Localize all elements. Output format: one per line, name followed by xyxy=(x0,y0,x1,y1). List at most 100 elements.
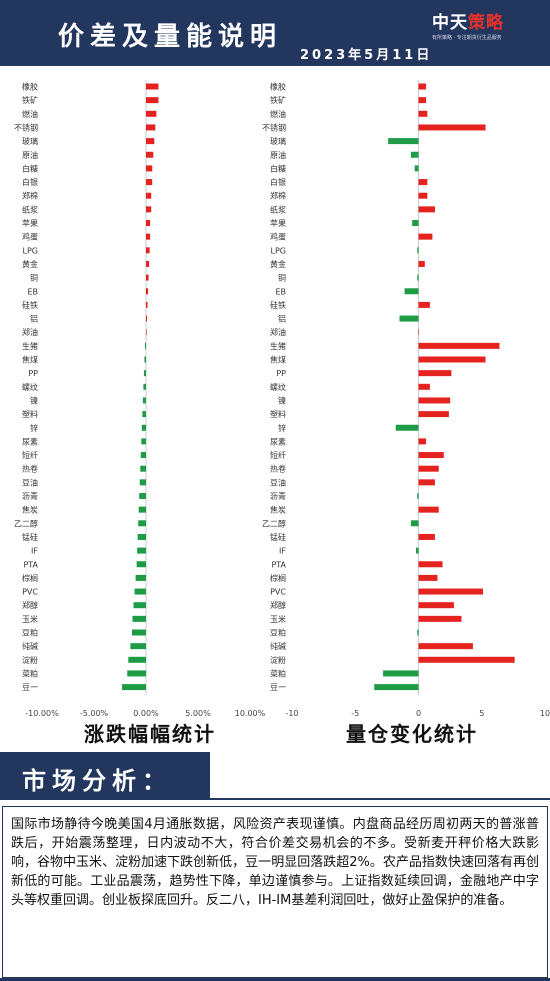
chart0-bar xyxy=(134,588,146,595)
chart1-category-label: PTA xyxy=(271,560,286,569)
chart1-bar xyxy=(418,656,515,663)
chart0-bar xyxy=(146,274,149,281)
chart1-bar xyxy=(418,479,435,486)
chart-title-volume-change: 量仓变化统计 xyxy=(346,722,478,746)
chart0-bar xyxy=(146,192,152,199)
chart-title-price-change: 涨跌幅幅统计 xyxy=(84,722,216,746)
chart1-category-label: 塑料 xyxy=(270,409,286,419)
chart0-bar xyxy=(122,684,146,691)
chart0-bar xyxy=(140,465,146,472)
chart1-bar xyxy=(410,151,419,158)
chart1-category-label: 尿素 xyxy=(270,436,286,446)
chart1-category-label: 乙二醇 xyxy=(262,518,286,528)
chart0-bar xyxy=(137,547,146,554)
chart1-category-label: 纯碱 xyxy=(270,641,286,651)
chart0-bar xyxy=(138,520,146,527)
chart1-category-label: 郑油 xyxy=(270,327,286,337)
chart1-category-label: EB xyxy=(275,287,286,296)
chart0-bar xyxy=(143,383,146,390)
chart1-category-label: 铁矿 xyxy=(270,95,286,105)
chart1-category-label: 纸浆 xyxy=(270,204,286,214)
logo-main: 中天 xyxy=(432,13,468,33)
chart0-category-label: 橡胶 xyxy=(22,82,38,92)
chart1-category-label: 铝 xyxy=(278,314,286,324)
chart0-category-label: 郑棉 xyxy=(22,191,38,201)
page-title: 价差及量能说明 xyxy=(58,22,283,52)
chart0-category-label: 铁矿 xyxy=(22,95,38,105)
chart0-category-label: 纯碱 xyxy=(22,641,38,651)
chart1-bar xyxy=(418,83,427,90)
chart0-bar xyxy=(144,342,146,349)
chart1-category-label: 热卷 xyxy=(270,464,286,474)
chart1-category-label: 铜 xyxy=(278,273,286,283)
chart0-bar xyxy=(146,97,159,104)
chart0-bar xyxy=(146,301,148,308)
chart1-bar xyxy=(418,206,435,213)
chart0-bar xyxy=(144,356,146,363)
chart0-bar xyxy=(146,151,154,158)
chart1-bar xyxy=(418,452,444,459)
chart1-bar xyxy=(415,547,419,554)
chart1-category-label: 燃油 xyxy=(270,109,286,119)
chart1-bar xyxy=(418,192,428,199)
chart1-category-label: 白银 xyxy=(270,177,286,187)
chart1-category-label: 白糖 xyxy=(270,163,286,173)
chart0-category-label: 短纤 xyxy=(22,450,38,460)
chart0-bar xyxy=(127,670,146,677)
chart1-category-label: 不锈钢 xyxy=(262,122,286,132)
chart1-bar xyxy=(418,438,427,445)
chart1-category-label: 棕榈 xyxy=(270,573,286,583)
chart1-bar xyxy=(418,329,420,336)
chart0-category-label: 焦煤 xyxy=(22,355,38,365)
chart0-bar xyxy=(142,411,146,418)
chart0-category-label: 纸浆 xyxy=(22,204,38,214)
chart0-bar xyxy=(146,233,151,240)
chart1-category-label: 黄金 xyxy=(270,259,286,269)
brand-logo: 中天策略 xyxy=(432,8,504,33)
chart1-category-label: 郑醇 xyxy=(270,600,286,610)
chart0-category-label: 硅铁 xyxy=(22,300,38,310)
chart1-bar xyxy=(383,670,419,677)
chart0-bar xyxy=(143,370,146,377)
chart0-category-label: 白银 xyxy=(22,177,38,187)
chart0-bar xyxy=(146,124,156,131)
chart1-bar xyxy=(418,574,438,581)
chart0-category-label: 锌 xyxy=(30,423,38,433)
chart1-bar xyxy=(418,411,449,418)
chart0-category-label: 不锈钢 xyxy=(14,122,38,132)
chart1-category-label: 橡胶 xyxy=(270,82,286,92)
chart0-bar xyxy=(146,138,155,145)
chart1-category-label: 菜粕 xyxy=(270,668,286,678)
chart0-category-label: EB xyxy=(27,287,38,296)
chart0-category-label: IF xyxy=(31,547,38,556)
chart1-category-label: 原油 xyxy=(270,150,286,160)
chart1-tick-label: -5 xyxy=(351,709,359,718)
chart1-category-label: 硅铁 xyxy=(270,300,286,310)
chart1-bar xyxy=(418,643,473,650)
chart0-bar xyxy=(130,643,146,650)
chart1-bar xyxy=(388,138,419,145)
section-divider xyxy=(210,798,550,800)
chart1-bar xyxy=(418,110,428,117)
chart1-bar xyxy=(418,588,484,595)
chart0-category-label: PVC xyxy=(22,588,38,597)
chart1-category-label: 淀粉 xyxy=(270,655,286,665)
chart0-tick-label: -5.00% xyxy=(80,709,109,718)
chart1-category-label: 短纤 xyxy=(270,450,286,460)
header-banner: 价差及量能说明 中天策略 有所策略 · 专注期货衍生品服务 2023年5月11日 xyxy=(0,0,550,66)
chart0-category-label: 豆油 xyxy=(22,477,38,487)
chart1-category-label: 玉米 xyxy=(270,614,286,624)
chart1-bar xyxy=(417,274,419,281)
chart0-category-label: 铝 xyxy=(30,314,38,324)
chart0-bar xyxy=(141,438,146,445)
chart0-bar xyxy=(139,493,146,499)
chart1-bar xyxy=(418,506,439,513)
chart1-tick-label: -10 xyxy=(285,709,298,718)
chart1-bar xyxy=(418,179,428,186)
chart1-bar xyxy=(418,370,452,377)
chart0-category-label: 热卷 xyxy=(22,464,38,474)
chart1-category-label: 鸡蛋 xyxy=(270,232,286,242)
chart0-category-label: 原油 xyxy=(22,150,38,160)
chart1-tick-label: 0 xyxy=(416,709,421,718)
